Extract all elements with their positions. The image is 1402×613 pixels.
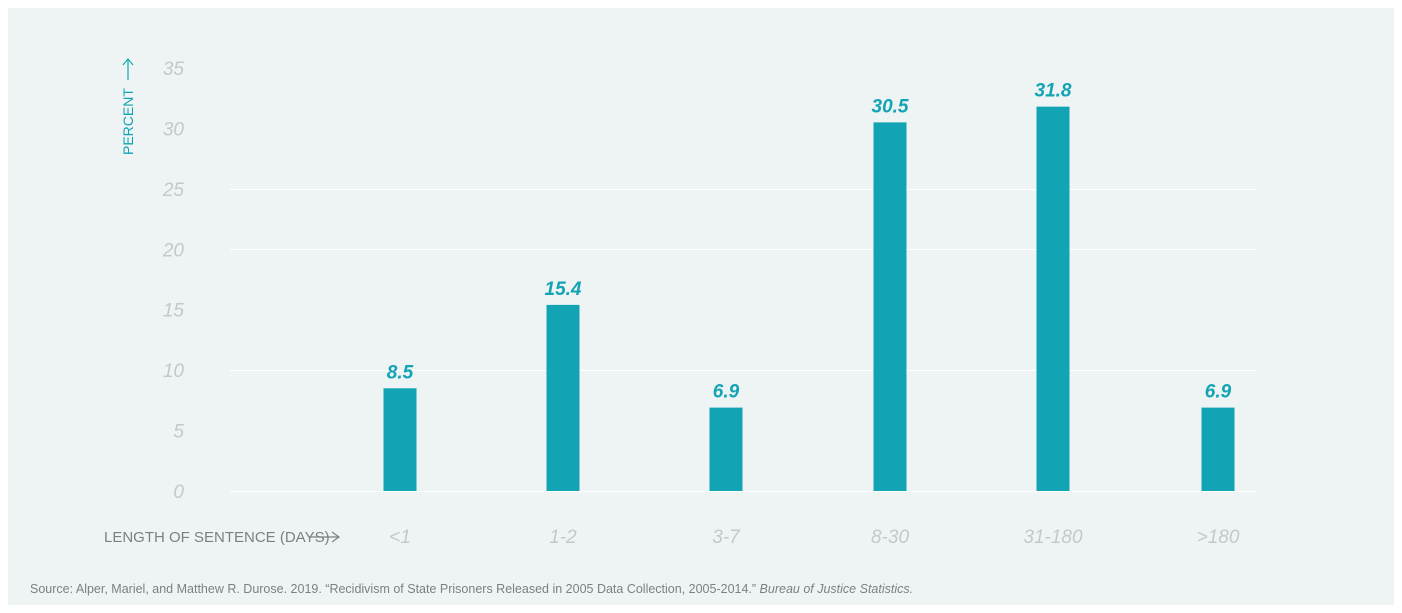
y-axis-title-text: PERCENT xyxy=(120,88,136,155)
data-label-5: 6.9 xyxy=(1205,382,1232,403)
y-tick-35: 35 xyxy=(163,59,185,80)
y-tick-5: 5 xyxy=(173,422,184,443)
data-label-3: 30.5 xyxy=(872,96,909,117)
y-axis-ticks: 0 5 10 15 20 25 30 35 xyxy=(162,59,185,503)
bar-4 xyxy=(1036,106,1070,491)
chart-panel xyxy=(8,8,1394,605)
y-tick-20: 20 xyxy=(162,240,185,261)
bar-0 xyxy=(383,388,417,491)
x-axis-title: LENGTH OF SENTENCE (DAYS) xyxy=(104,529,341,546)
x-tick-4: 31-180 xyxy=(1023,527,1083,548)
bar-2 xyxy=(709,407,743,491)
y-tick-15: 15 xyxy=(163,301,185,322)
source-citation: Source: Alper, Mariel, and Matthew R. Du… xyxy=(30,582,913,596)
bars xyxy=(383,106,1235,491)
x-tick-1: 1-2 xyxy=(549,527,577,548)
y-tick-25: 25 xyxy=(162,180,185,201)
x-axis-arrow-icon xyxy=(309,531,341,543)
x-tick-2: 3-7 xyxy=(712,527,741,548)
x-tick-0: <1 xyxy=(389,527,411,548)
bar-1 xyxy=(546,304,580,491)
y-tick-30: 30 xyxy=(163,119,185,140)
y-tick-10: 10 xyxy=(163,361,185,382)
y-axis-title: PERCENT xyxy=(120,58,136,155)
x-axis-title-text: LENGTH OF SENTENCE (DAYS) xyxy=(104,529,330,546)
x-axis-ticks: <1 1-2 3-7 8-30 31-180 >180 xyxy=(389,527,1240,548)
y-axis-arrow-icon xyxy=(122,58,134,80)
data-label-1: 15.4 xyxy=(545,279,582,300)
source-text: Source: Alper, Mariel, and Matthew R. Du… xyxy=(30,582,760,596)
data-label-2: 6.9 xyxy=(713,382,740,403)
grid-lines xyxy=(230,189,1256,492)
data-label-4: 31.8 xyxy=(1035,81,1072,102)
x-tick-3: 8-30 xyxy=(871,527,909,548)
data-labels: 8.5 15.4 6.9 30.5 31.8 6.9 xyxy=(387,81,1232,403)
source-publisher: Bureau of Justice Statistics. xyxy=(759,582,914,596)
bar-5 xyxy=(1201,407,1235,491)
y-tick-0: 0 xyxy=(173,482,184,503)
x-tick-5: >180 xyxy=(1197,527,1240,548)
data-label-0: 8.5 xyxy=(387,362,414,383)
bar-3 xyxy=(873,122,907,491)
